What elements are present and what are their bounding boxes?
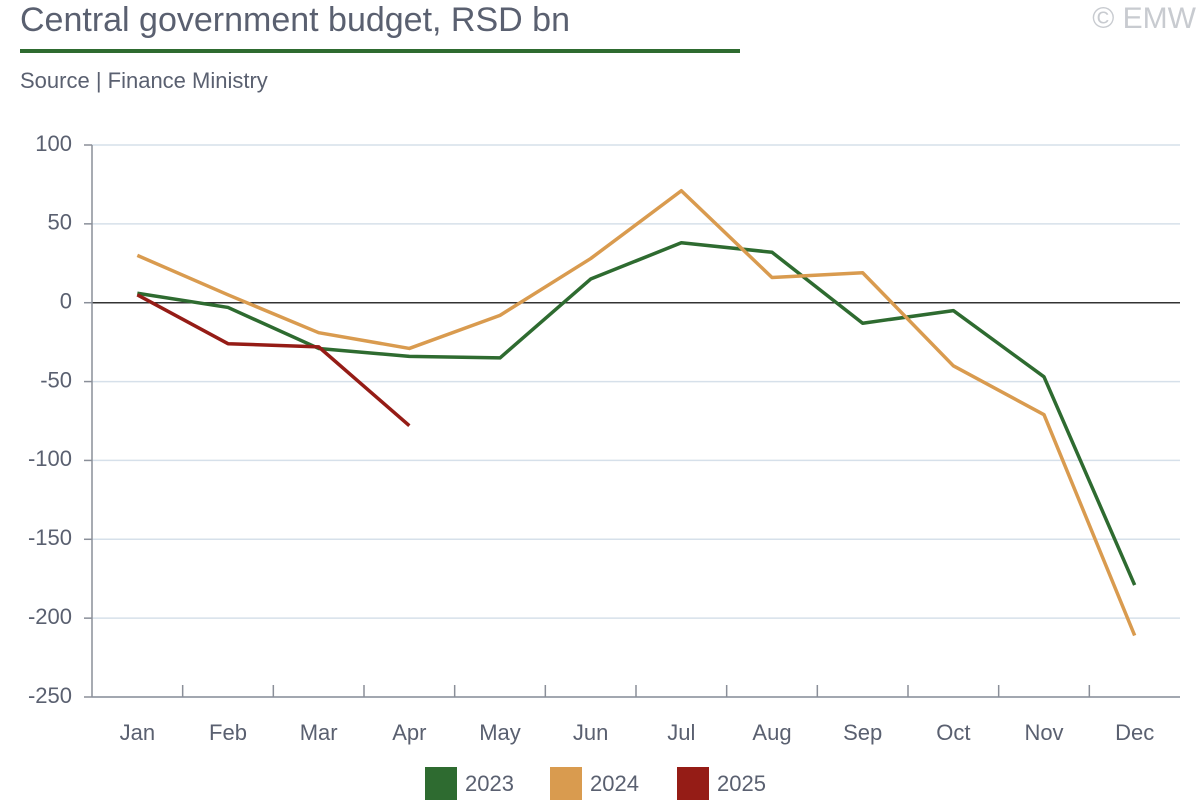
- legend-label: 2025: [717, 771, 766, 796]
- y-tick-label: 50: [48, 210, 72, 235]
- y-tick-label: -200: [28, 604, 72, 629]
- x-tick-label: Aug: [752, 720, 791, 745]
- x-tick-label: Feb: [209, 720, 247, 745]
- legend-label: 2023: [465, 771, 514, 796]
- x-tick-label: Jun: [573, 720, 608, 745]
- x-tick-label: Mar: [300, 720, 338, 745]
- x-tick-label: Sep: [843, 720, 882, 745]
- line-series: [136, 188, 1137, 637]
- y-tick-label: -250: [28, 683, 72, 708]
- y-tick-label: -150: [28, 525, 72, 550]
- x-tick-label: Jan: [120, 720, 155, 745]
- chart-subtitle: Source | Finance Ministry: [20, 68, 268, 93]
- legend-swatch: [550, 767, 582, 800]
- x-tick-label: Nov: [1024, 720, 1063, 745]
- legend-swatch: [677, 767, 709, 800]
- x-tick-label: Apr: [392, 720, 426, 745]
- y-tick-label: 100: [35, 131, 72, 156]
- y-tick-label: -50: [40, 367, 72, 392]
- legend-label: 2024: [590, 771, 639, 796]
- credit: © EMW: [1092, 2, 1196, 35]
- y-tick-label: 0: [60, 289, 72, 314]
- x-tick-label: Dec: [1115, 720, 1154, 745]
- line-series: [136, 293, 411, 428]
- chart-title: Central government budget, RSD bn: [20, 1, 570, 39]
- x-tick-label: Jul: [667, 720, 695, 745]
- legend-swatch: [425, 767, 457, 800]
- x-tick-label: May: [479, 720, 521, 745]
- y-tick-label: -100: [28, 446, 72, 471]
- x-tick-label: Oct: [936, 720, 970, 745]
- title-underline: [20, 49, 740, 53]
- line-series: [137, 241, 1137, 586]
